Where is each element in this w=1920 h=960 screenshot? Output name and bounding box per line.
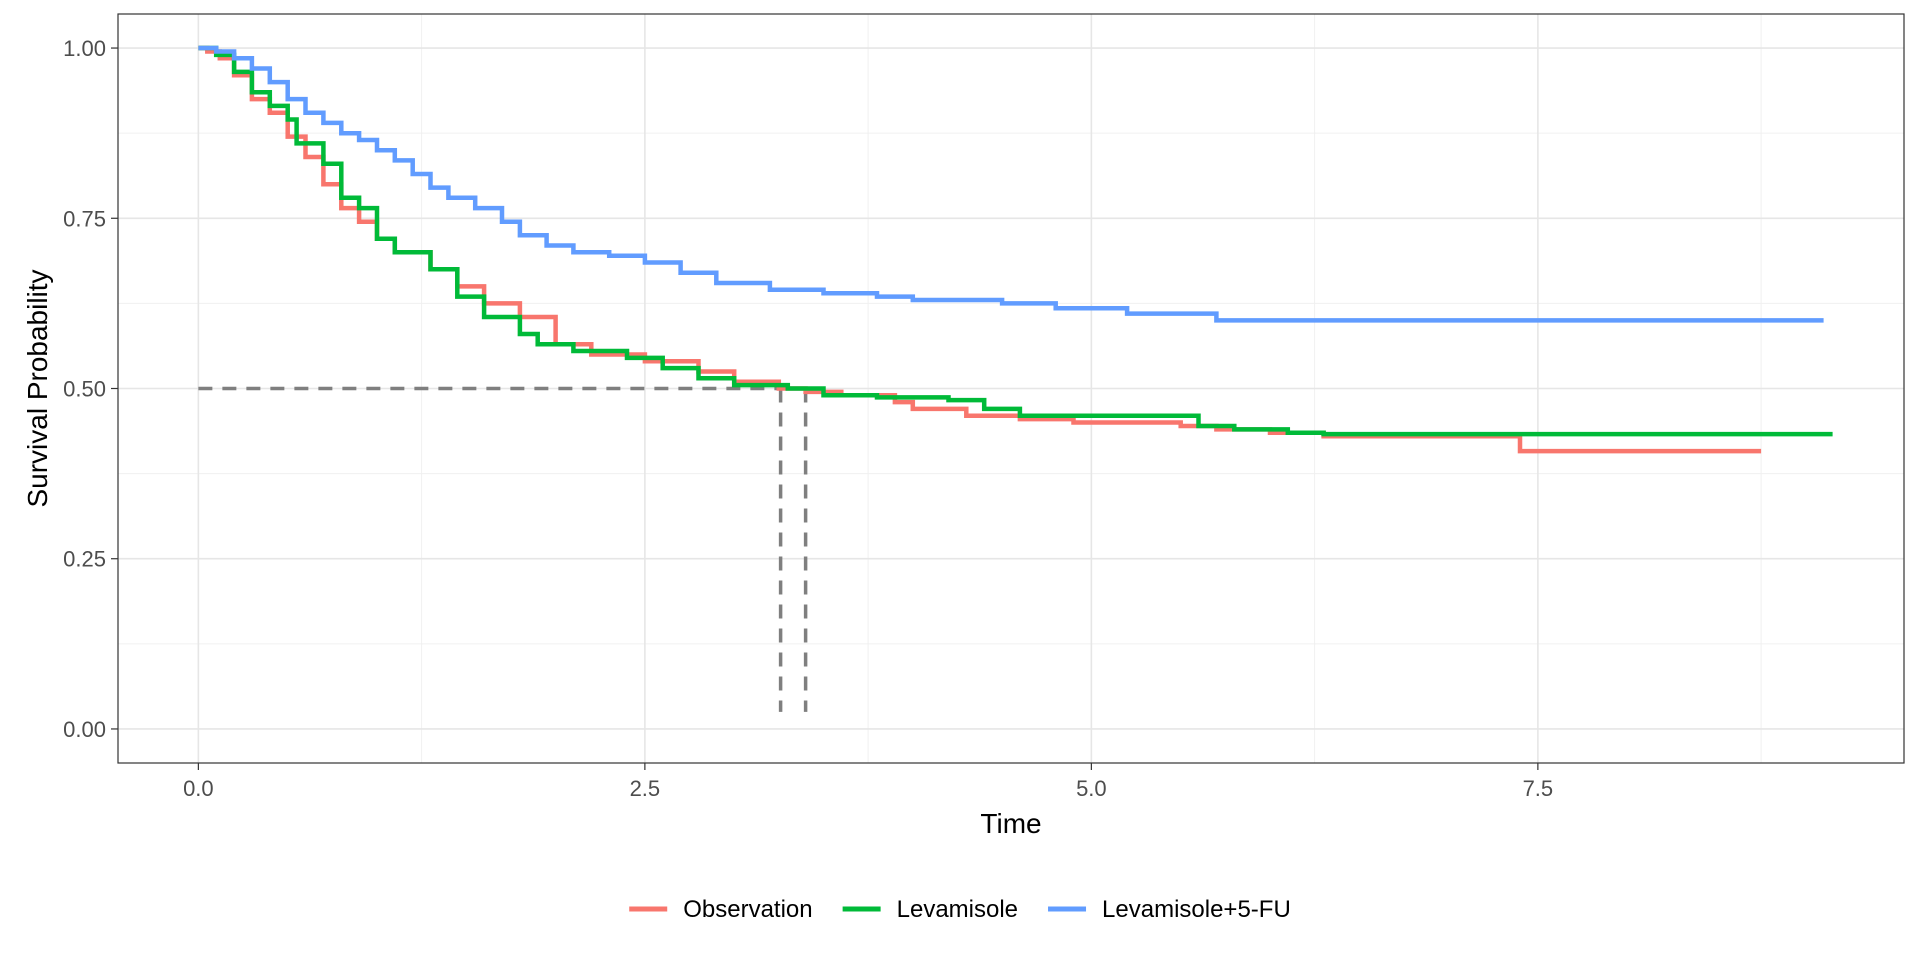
series-line-levamisole — [198, 45, 1833, 437]
y-tick-label: 0.75 — [63, 206, 106, 231]
y-tick-label: 1.00 — [63, 36, 106, 61]
series-line-levamisole-5-fu — [198, 45, 1824, 323]
legend-label-levamisole-5-fu: Levamisole+5-FU — [1102, 896, 1291, 923]
grid-layer — [118, 14, 1904, 763]
x-tick-label: 7.5 — [1523, 776, 1554, 801]
axis-layer: 0.0 2.5 5.0 7.5 0.00 0.25 0.50 0.75 1.00 — [63, 36, 1553, 801]
y-tick-label: 0.25 — [63, 547, 106, 572]
x-tick-label: 0.0 — [183, 776, 214, 801]
series-line-observation — [198, 45, 1762, 454]
median-lines-layer — [198, 386, 808, 712]
legend-label-levamisole: Levamisole — [897, 896, 1018, 923]
y-tick-label: 0.00 — [63, 717, 106, 742]
x-axis-title: Time — [980, 808, 1041, 839]
series-layer — [198, 45, 1833, 454]
y-axis-title: Survival Probability — [22, 269, 53, 507]
x-tick-label: 2.5 — [630, 776, 661, 801]
legend: Observation Levamisole Levamisole+5-FU — [629, 896, 1291, 923]
y-tick-label: 0.50 — [63, 377, 106, 402]
x-tick-label: 5.0 — [1076, 776, 1107, 801]
legend-label-observation: Observation — [683, 896, 812, 923]
